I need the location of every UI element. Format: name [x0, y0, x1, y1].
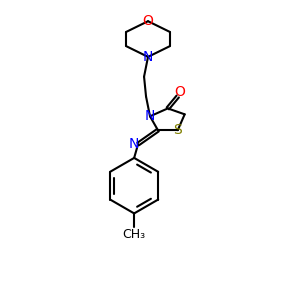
Text: N: N	[129, 137, 139, 151]
Text: CH₃: CH₃	[123, 228, 146, 241]
Text: O: O	[142, 14, 154, 28]
Text: N: N	[145, 109, 155, 123]
Text: O: O	[174, 85, 185, 98]
Text: S: S	[173, 123, 182, 137]
Text: N: N	[143, 50, 153, 64]
